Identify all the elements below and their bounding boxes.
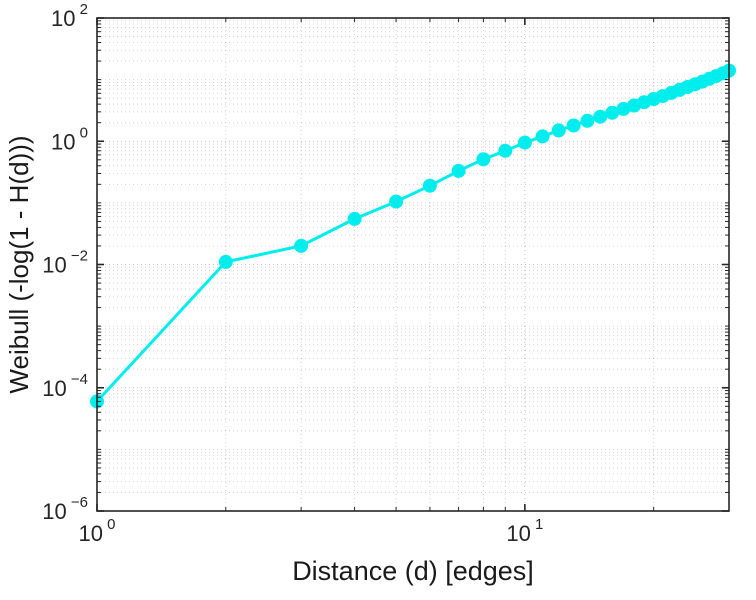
data-point-marker bbox=[517, 135, 532, 150]
data-point-marker bbox=[218, 254, 233, 269]
data-point-marker bbox=[566, 118, 581, 133]
data-point-marker bbox=[535, 129, 550, 144]
y-axis-label: Weibull (-log(1 - H(d))) bbox=[4, 135, 34, 394]
data-point-marker bbox=[389, 194, 404, 209]
data-point-marker bbox=[498, 143, 513, 158]
data-point-marker bbox=[580, 113, 595, 128]
data-point-marker bbox=[593, 109, 608, 124]
y-tick-label: 10 −2 bbox=[42, 248, 88, 278]
data-point-marker bbox=[451, 163, 466, 178]
series-line bbox=[95, 69, 731, 403]
x-tick-label: 10 0 bbox=[79, 516, 116, 546]
y-tick-label: 10 2 bbox=[51, 1, 88, 31]
y-tick-label: 10 −6 bbox=[42, 494, 88, 524]
data-point-marker bbox=[347, 211, 362, 226]
x-axis-label: Distance (d) [edges] bbox=[292, 556, 534, 586]
y-tick-label: 10 0 bbox=[51, 124, 88, 154]
data-point-marker bbox=[422, 178, 437, 193]
x-tick-label: 10 1 bbox=[506, 516, 543, 546]
data-point-marker bbox=[551, 123, 566, 138]
data-point-marker bbox=[294, 238, 309, 253]
data-point-marker bbox=[476, 152, 491, 167]
y-tick-label: 10 −4 bbox=[42, 371, 88, 401]
